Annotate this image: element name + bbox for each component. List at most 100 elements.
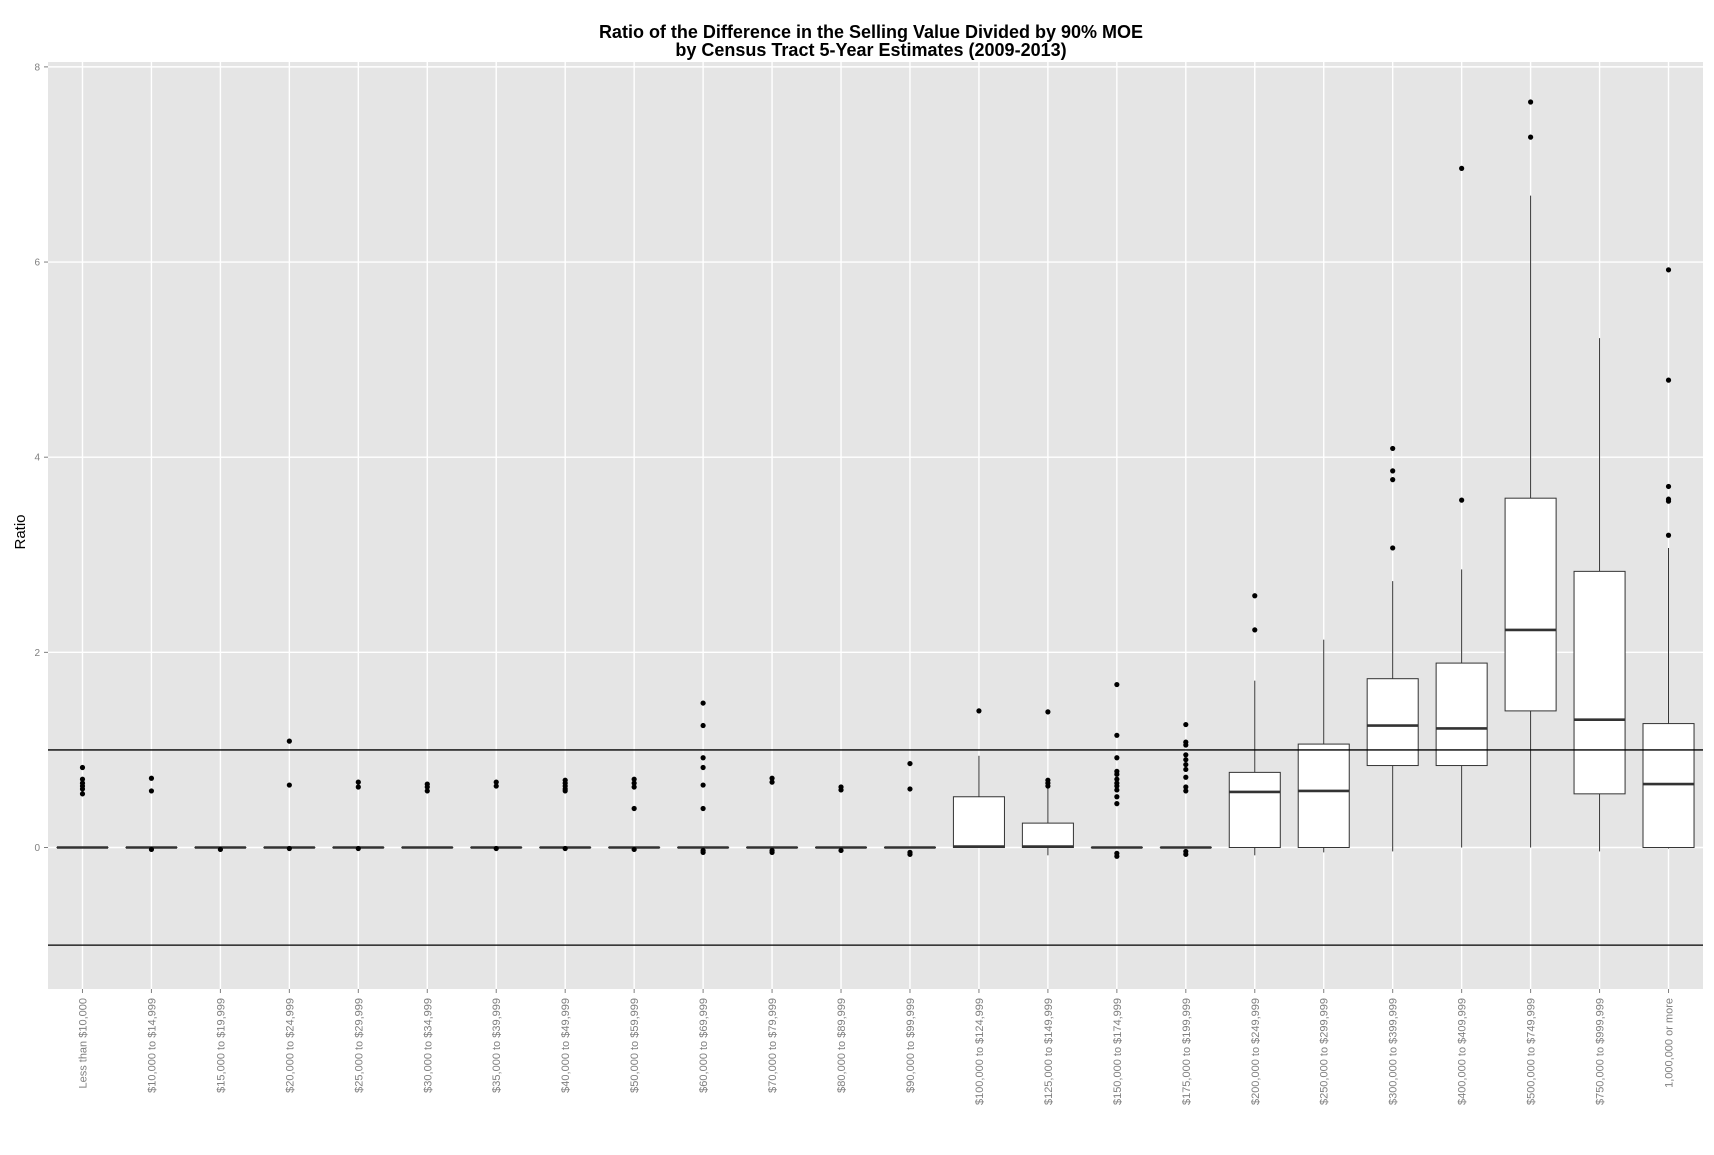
outlier-point <box>1183 757 1189 763</box>
outlier-point <box>631 846 637 853</box>
outlier-point <box>769 849 775 855</box>
outlier-point <box>1183 784 1189 790</box>
box-iqr <box>1021 822 1074 849</box>
outlier-point <box>631 776 637 782</box>
outlier-point <box>148 775 155 781</box>
outlier-point <box>700 722 706 729</box>
x-tick-label: $70,000 to $79,999 <box>767 998 779 1093</box>
outlier-point <box>1183 766 1189 773</box>
outlier-point <box>1114 794 1120 800</box>
outlier-point <box>769 779 775 785</box>
outlier-point <box>700 849 706 855</box>
outlier-point <box>1665 532 1672 538</box>
box-iqr <box>1642 723 1695 849</box>
outlier-point <box>631 784 637 790</box>
outlier-point <box>1665 267 1672 273</box>
outlier-point <box>79 776 86 782</box>
outlier-point <box>286 782 292 788</box>
outlier-point <box>148 846 155 853</box>
outlier-point <box>700 700 706 706</box>
outlier-point <box>79 764 86 771</box>
outlier-point <box>1252 593 1258 599</box>
x-tick-label: $25,000 to $29,999 <box>353 998 365 1093</box>
outlier-point <box>1665 483 1672 490</box>
outlier-point <box>1114 776 1120 782</box>
outlier-point <box>424 784 430 790</box>
outlier-point <box>1390 545 1396 551</box>
x-tick-label: $90,000 to $99,999 <box>905 998 917 1093</box>
x-tick-label: $80,000 to $89,999 <box>836 998 848 1093</box>
x-tick-label: $750,000 to $999,999 <box>1595 998 1607 1105</box>
outlier-point <box>1114 755 1120 761</box>
outlier-point <box>631 780 637 786</box>
x-tick-label: $10,000 to $14,999 <box>146 998 158 1093</box>
x-tick-label: Less than $10,000 <box>77 998 89 1089</box>
outlier-point <box>1183 752 1189 758</box>
outlier-point <box>838 847 844 854</box>
outlier-point <box>424 788 430 794</box>
outlier-point <box>1390 445 1396 452</box>
outlier-point <box>1665 377 1672 383</box>
y-tick-label: 6 <box>34 258 40 269</box>
outlier-point <box>493 845 499 852</box>
x-tick-label: $400,000 to $409,999 <box>1457 998 1469 1105</box>
outlier-point <box>1114 681 1120 688</box>
outlier-point <box>355 845 361 852</box>
outlier-point <box>562 845 568 852</box>
outlier-point <box>79 791 86 797</box>
y-tick-label: 4 <box>34 453 40 464</box>
outlier-point <box>700 805 706 812</box>
x-tick-label: $300,000 to $399,999 <box>1388 998 1400 1105</box>
outlier-point <box>907 760 913 767</box>
x-tick-label: $200,000 to $249,999 <box>1250 998 1262 1105</box>
box-iqr <box>1435 662 1488 767</box>
outlier-point <box>1114 787 1120 793</box>
outlier-point <box>1114 853 1120 859</box>
x-tick-label: $60,000 to $69,999 <box>698 998 710 1093</box>
outlier-point <box>838 787 844 793</box>
outlier-point <box>907 851 913 857</box>
plot-area: 0 2 4 6 8 Less than $10,000 $10,000 to $14,999… <box>34 62 1703 1105</box>
box-iqr <box>1297 743 1350 849</box>
x-tick-label: $100,000 to $124,999 <box>974 998 986 1105</box>
x-tick-label: $35,000 to $39,999 <box>491 998 503 1093</box>
x-tick-label: $175,000 to $199,999 <box>1181 998 1193 1105</box>
x-tick-label: $150,000 to $174,999 <box>1112 998 1124 1105</box>
outlier-point <box>355 779 361 785</box>
outlier-point <box>562 788 568 794</box>
y-tick-label: 8 <box>34 62 40 73</box>
outlier-point <box>1459 497 1465 503</box>
outlier-point <box>976 708 982 714</box>
outlier-point <box>1183 742 1189 748</box>
x-tick-label: $30,000 to $34,999 <box>422 998 434 1093</box>
x-tick-label: $50,000 to $59,999 <box>629 998 641 1093</box>
outlier-point <box>79 786 86 792</box>
outlier-point <box>355 784 361 790</box>
outlier-point <box>907 786 913 792</box>
outlier-point <box>1528 99 1534 105</box>
box-iqr <box>1366 678 1419 767</box>
y-tick-label: 2 <box>34 648 40 659</box>
outlier-point <box>1390 477 1396 483</box>
x-tick-label: $15,000 to $19,999 <box>215 998 227 1093</box>
outlier-point <box>1045 783 1051 789</box>
outlier-point <box>1183 761 1189 768</box>
outlier-point <box>1114 771 1120 777</box>
outlier-point <box>1183 721 1189 728</box>
outlier-point <box>1114 783 1120 789</box>
outlier-point <box>700 782 706 788</box>
y-tick-label: 0 <box>34 843 40 854</box>
x-tick-label: $125,000 to $149,999 <box>1043 998 1055 1105</box>
outlier-point <box>286 845 292 852</box>
outlier-point <box>217 846 223 853</box>
outlier-point <box>1183 851 1189 857</box>
x-tick-label: $500,000 to $749,999 <box>1526 998 1538 1105</box>
outlier-point <box>286 738 292 744</box>
outlier-point <box>700 755 706 761</box>
outlier-point <box>1390 468 1396 474</box>
outlier-point <box>1114 732 1120 738</box>
outlier-point <box>1252 627 1258 633</box>
outlier-point <box>1665 498 1672 504</box>
outlier-point <box>1459 165 1465 171</box>
